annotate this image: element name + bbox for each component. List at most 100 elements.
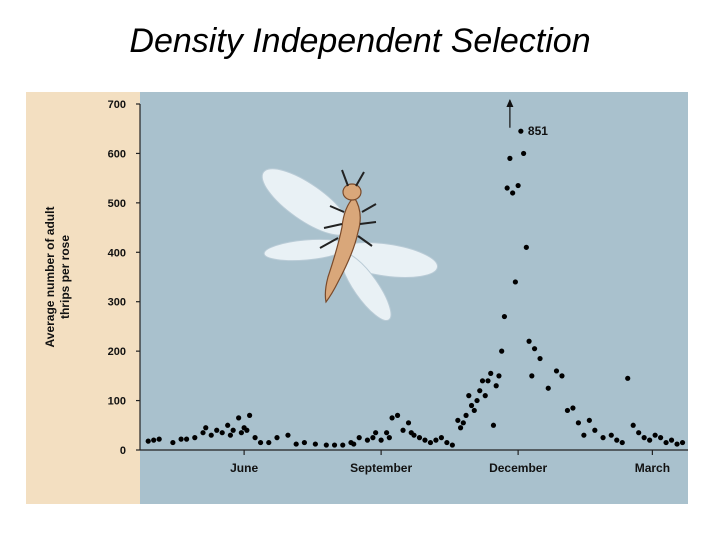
data-point — [493, 383, 499, 389]
data-point — [405, 420, 412, 426]
data-point — [614, 437, 620, 443]
data-point — [145, 438, 151, 444]
data-point — [373, 430, 379, 436]
y-tick-label: 500 — [108, 198, 126, 210]
data-point — [293, 441, 299, 447]
data-point — [449, 442, 455, 448]
y-axis-label-line-2: thrips per rose — [58, 235, 72, 319]
y-tick-label: 300 — [108, 297, 126, 309]
data-point — [658, 435, 664, 441]
data-point — [529, 373, 535, 379]
data-point — [411, 432, 417, 438]
data-point — [433, 437, 439, 443]
data-point — [257, 439, 264, 446]
data-point — [518, 128, 524, 134]
data-point — [230, 427, 236, 433]
data-point — [570, 405, 576, 411]
data-point — [183, 436, 190, 442]
data-point — [468, 402, 475, 409]
data-point — [652, 432, 658, 438]
data-point — [378, 437, 384, 443]
x-tick-label: June — [230, 461, 258, 475]
data-point — [438, 435, 444, 441]
data-point — [384, 430, 390, 436]
data-point — [156, 436, 162, 442]
data-point — [581, 432, 587, 438]
data-point — [356, 435, 362, 441]
data-point — [482, 393, 488, 399]
y-axis-label-line-1: Average number of adult — [43, 207, 57, 348]
data-point — [674, 441, 680, 447]
data-point — [490, 422, 497, 428]
data-point — [236, 415, 242, 421]
x-axis: June September December March — [140, 449, 688, 475]
data-point — [323, 442, 329, 448]
data-point — [312, 441, 318, 447]
plot-area — [140, 92, 688, 504]
data-point — [501, 313, 508, 320]
data-point — [559, 373, 565, 379]
data-points — [145, 128, 686, 448]
data-point — [663, 439, 669, 446]
y-tick-label: 200 — [108, 346, 126, 358]
data-point — [515, 182, 521, 189]
data-point — [474, 397, 480, 404]
data-point — [619, 439, 625, 446]
data-point — [496, 373, 502, 379]
data-point — [203, 425, 209, 431]
data-point — [214, 427, 220, 433]
y-tick-label: 400 — [108, 247, 126, 259]
data-point — [510, 190, 516, 196]
data-point — [526, 338, 532, 344]
data-point — [471, 407, 477, 414]
data-point — [457, 425, 464, 431]
data-point — [455, 417, 461, 423]
data-point — [208, 432, 214, 438]
data-point — [340, 442, 346, 448]
annotation-label: 851 — [528, 124, 548, 138]
data-point — [575, 420, 582, 426]
data-point — [460, 420, 466, 426]
data-point — [592, 427, 598, 433]
data-point — [531, 346, 538, 352]
data-point — [427, 439, 434, 446]
data-point — [668, 437, 675, 443]
y-axis-label: Average number of adultthrips per rose — [43, 207, 72, 348]
data-point — [247, 412, 253, 418]
annotations: 851 — [506, 99, 548, 138]
data-point — [608, 432, 614, 438]
chart-figure: 0 100 200 300 400 500 600 700 June September Dece… — [26, 92, 688, 504]
data-point — [422, 437, 428, 443]
data-point — [244, 427, 250, 433]
data-point — [630, 422, 636, 428]
data-point — [364, 437, 371, 443]
data-point — [200, 430, 206, 436]
data-point — [507, 155, 513, 161]
data-point — [523, 244, 529, 250]
data-point — [301, 439, 307, 446]
y-axis: 0 100 200 300 400 500 600 700 — [108, 99, 141, 457]
data-point — [545, 385, 551, 391]
thrips-body — [324, 196, 361, 304]
y-tick-label: 600 — [108, 148, 126, 160]
data-point — [485, 378, 491, 384]
data-point — [479, 378, 486, 384]
x-tick-label: September — [350, 461, 412, 475]
data-point — [252, 435, 258, 441]
thrips-antennae — [341, 169, 365, 187]
data-point — [564, 407, 571, 414]
data-point — [444, 439, 450, 446]
data-point — [266, 439, 272, 446]
data-point — [370, 435, 376, 441]
data-point — [331, 442, 338, 448]
arrow-head — [506, 99, 514, 107]
data-point — [537, 355, 543, 362]
data-point — [636, 430, 642, 436]
data-point — [170, 439, 176, 446]
data-point — [679, 439, 686, 446]
x-tick-label: March — [635, 461, 670, 475]
scatter-chart: 0 100 200 300 400 500 600 700 June September Dece… — [26, 92, 688, 504]
thrips-head — [342, 183, 362, 201]
y-tick-label: 700 — [108, 99, 126, 111]
thrips-legs — [319, 203, 377, 249]
